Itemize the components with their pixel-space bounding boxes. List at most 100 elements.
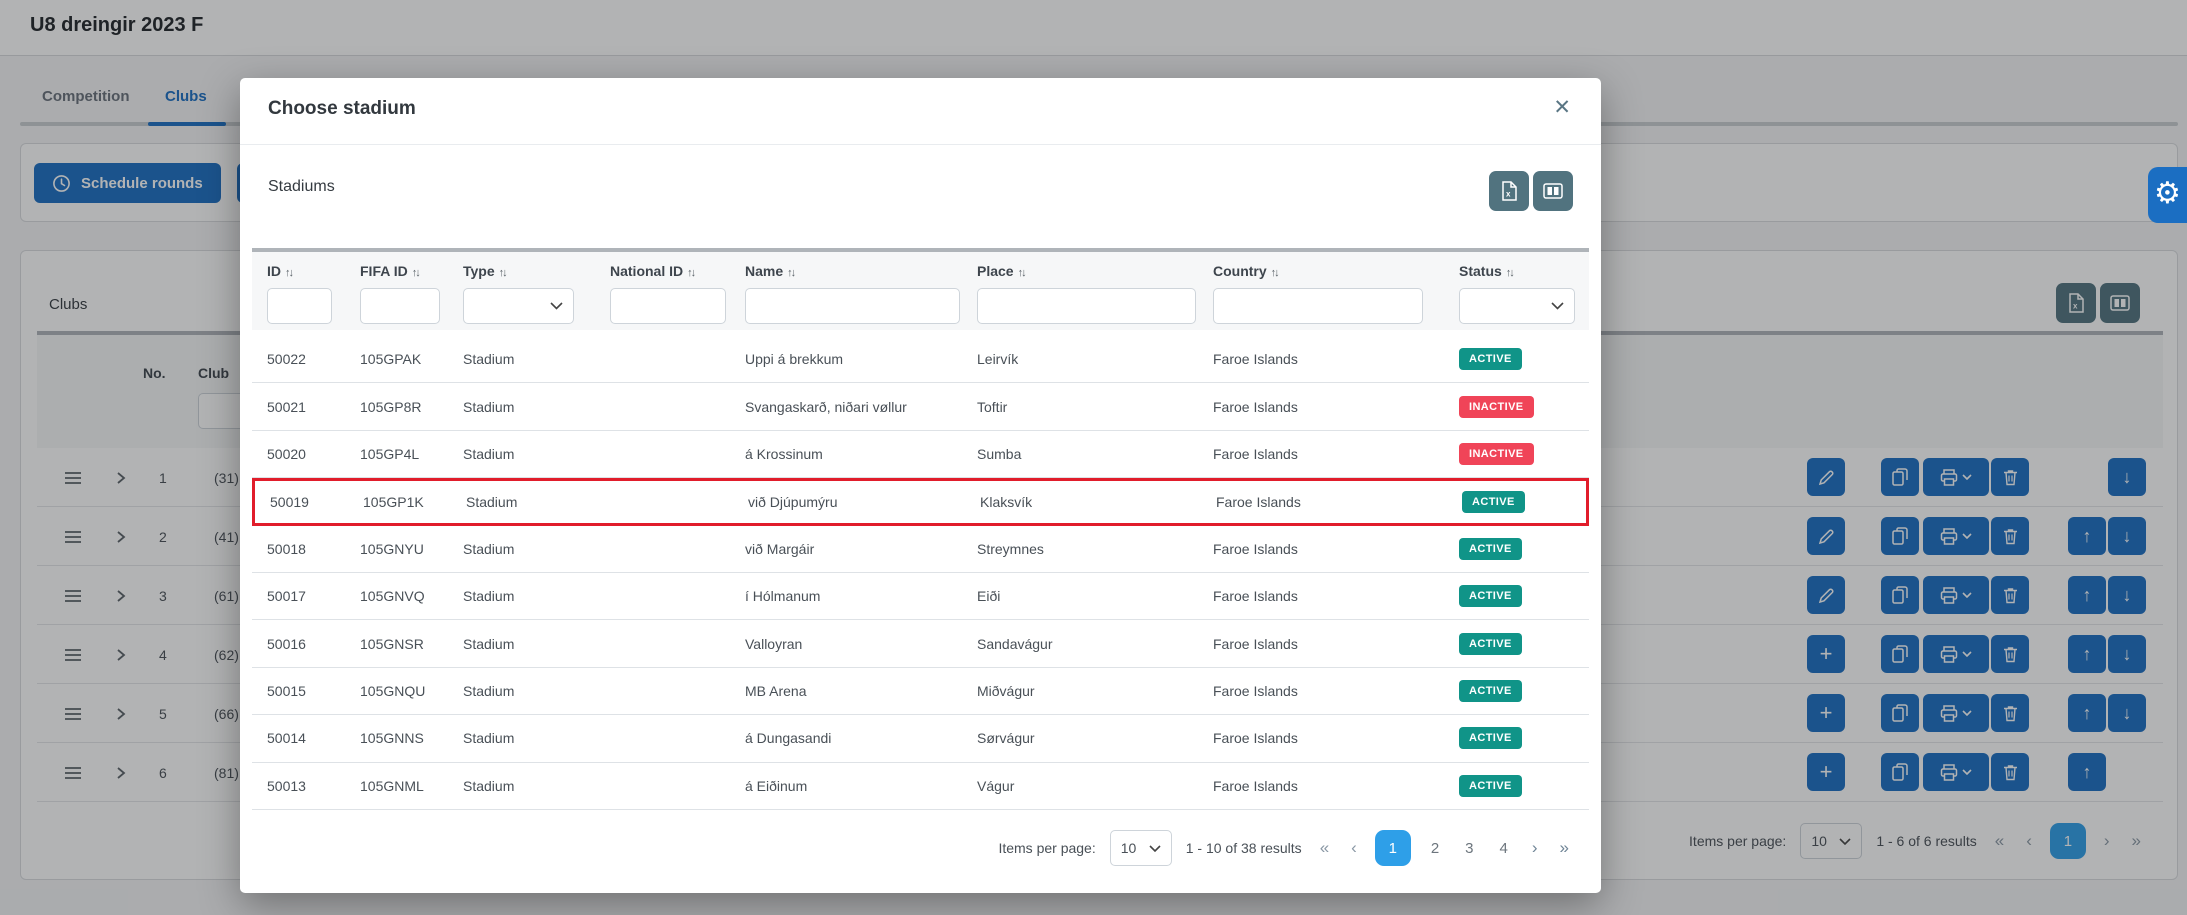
stadium-row[interactable]: 50016 105GNSR Stadium Valloyran Sandavágur Fa… [252,620,1589,668]
page-button-3[interactable]: 3 [1465,839,1474,857]
expand-chevron-icon[interactable] [115,625,127,684]
col-header-national-id[interactable]: National ID ↑↓ [610,263,696,279]
stadium-row[interactable]: 50022 105GPAK Stadium Uppi á brekkum Leirvík… [252,336,1589,384]
col-header-id[interactable]: ID ↑↓ [267,263,294,279]
move-down-button[interactable]: ↓ [2108,458,2146,496]
move-down-button[interactable]: ↓ [2108,576,2146,614]
filter-type-select[interactable] [463,288,574,324]
edit-club-button[interactable] [1807,458,1845,496]
prev-page-icon[interactable]: ‹ [2026,831,2032,850]
delete-club-button[interactable] [1991,458,2029,496]
add-club-button[interactable]: + [1807,753,1845,791]
stadium-row-selected[interactable]: 50019 105GP1K Stadium við Djúpumýru Klaksvík… [252,478,1589,526]
print-club-button[interactable] [1923,458,1989,496]
expand-chevron-icon[interactable] [115,507,127,566]
drag-handle-icon[interactable] [64,625,82,684]
tab-competition[interactable]: Competition [42,88,130,105]
filter-name-input[interactable] [745,288,960,324]
stadiums-columns-button[interactable] [1533,171,1573,211]
add-club-button[interactable]: + [1807,694,1845,732]
first-page-icon[interactable]: « [1994,831,2005,850]
filter-id-input[interactable] [267,288,332,324]
drag-handle-icon[interactable] [64,684,82,743]
print-club-button[interactable] [1923,517,1989,555]
edit-club-button[interactable] [1807,576,1845,614]
move-up-button[interactable]: ↑ [2068,694,2106,732]
first-page-icon[interactable]: « [1319,838,1330,857]
next-page-icon[interactable]: › [1531,838,1538,857]
expand-chevron-icon[interactable] [115,743,127,802]
current-page-button[interactable]: 1 [2049,823,2086,859]
expand-chevron-icon[interactable] [115,684,127,743]
copy-club-button[interactable] [1881,576,1919,614]
clubs-export-excel-button[interactable]: x [2056,283,2096,323]
move-down-button[interactable]: ↓ [2108,694,2146,732]
copy-club-button[interactable] [1881,458,1919,496]
chevron-down-icon [1962,474,1972,480]
move-up-button[interactable]: ↑ [2068,517,2106,555]
move-down-button[interactable]: ↓ [2108,635,2146,673]
stadiums-header-row: ID ↑↓ FIFA ID ↑↓ Type ↑↓ National ID ↑↓ Name… [252,258,1589,286]
stadium-row[interactable]: 50021 105GP8R Stadium Svangaskarð, niðari v… [252,383,1589,431]
col-header-type[interactable]: Type ↑↓ [463,263,508,279]
col-header-place[interactable]: Place ↑↓ [977,263,1027,279]
close-icon[interactable]: ✕ [1547,94,1577,121]
move-up-button[interactable]: ↑ [2068,635,2106,673]
settings-gear-button[interactable]: ⚙ [2148,167,2187,223]
filter-place-input[interactable] [977,288,1196,324]
delete-club-button[interactable] [1991,753,2029,791]
stadium-row[interactable]: 50018 105GNYU Stadium við Margáir Streymnes F… [252,525,1589,573]
print-club-button[interactable] [1923,753,1989,791]
move-up-button[interactable]: ↑ [2068,576,2106,614]
sort-icon: ↑↓ [498,267,508,279]
copy-club-button[interactable] [1881,753,1919,791]
add-club-button[interactable]: + [1807,635,1845,673]
edit-club-button[interactable] [1807,517,1845,555]
delete-club-button[interactable] [1991,635,2029,673]
stadiums-export-excel-button[interactable]: x [1489,171,1529,211]
col-header-name[interactable]: Name ↑↓ [745,263,796,279]
expand-chevron-icon[interactable] [115,448,127,507]
clubs-page-size-select[interactable]: 10 [1800,823,1863,859]
stadium-row[interactable]: 50015 105GNQU Stadium MB Arena Miðvágur Faroe… [252,667,1589,716]
page-button-2[interactable]: 2 [1430,839,1440,857]
drag-handle-icon[interactable] [64,448,82,507]
expand-chevron-icon[interactable] [115,566,127,625]
print-club-button[interactable] [1923,635,1989,673]
move-down-button[interactable]: ↓ [2108,517,2146,555]
col-header-country[interactable]: Country ↑↓ [1213,263,1280,279]
col-header-status[interactable]: Status ↑↓ [1459,263,1515,279]
prev-page-icon[interactable]: ‹ [1351,838,1357,857]
copy-club-button[interactable] [1881,694,1919,732]
next-page-icon[interactable]: › [2103,831,2110,850]
page-button-1[interactable]: 1 [1374,830,1411,866]
delete-club-button[interactable] [1991,517,2029,555]
move-up-button[interactable]: ↑ [2068,753,2106,791]
page-button-4[interactable]: 4 [1499,839,1508,857]
stadium-row[interactable]: 50017 105GNVQ Stadium í Hólmanum Eiði Faroe I… [252,573,1589,621]
copy-club-button[interactable] [1881,635,1919,673]
stadium-row[interactable]: 50014 105GNNS Stadium á Dungasandi Sørvágur F… [252,715,1589,763]
col-header-fifa-id[interactable]: FIFA ID ↑↓ [360,263,421,279]
filter-status-select[interactable] [1459,288,1575,324]
delete-club-button[interactable] [1991,694,2029,732]
last-page-icon[interactable]: » [2131,831,2141,850]
drag-handle-icon[interactable] [64,566,82,625]
copy-club-button[interactable] [1881,517,1919,555]
drag-handle-icon[interactable] [64,507,82,566]
stadium-row[interactable]: 50013 105GNML Stadium á Eiðinum Vágur Faroe I… [252,762,1589,810]
clubs-columns-button[interactable] [2100,283,2140,323]
tab-clubs[interactable]: Clubs [165,88,207,105]
delete-club-button[interactable] [1991,576,2029,614]
print-club-button[interactable] [1923,576,1989,614]
stadiums-page-size-select[interactable]: 10 [1109,830,1172,866]
last-page-icon[interactable]: » [1559,838,1569,857]
drag-handle-icon[interactable] [64,743,82,802]
stadium-row[interactable]: 50020 105GP4L Stadium á Krossinum Sumba Faroe… [252,430,1589,479]
filter-country-input[interactable] [1213,288,1423,324]
print-club-button[interactable] [1923,694,1989,732]
status-badge: ACTIVE [1459,774,1522,797]
filter-fifa-id-input[interactable] [360,288,440,324]
filter-national-id-input[interactable] [610,288,726,324]
schedule-rounds-button[interactable]: Schedule rounds [34,163,221,203]
